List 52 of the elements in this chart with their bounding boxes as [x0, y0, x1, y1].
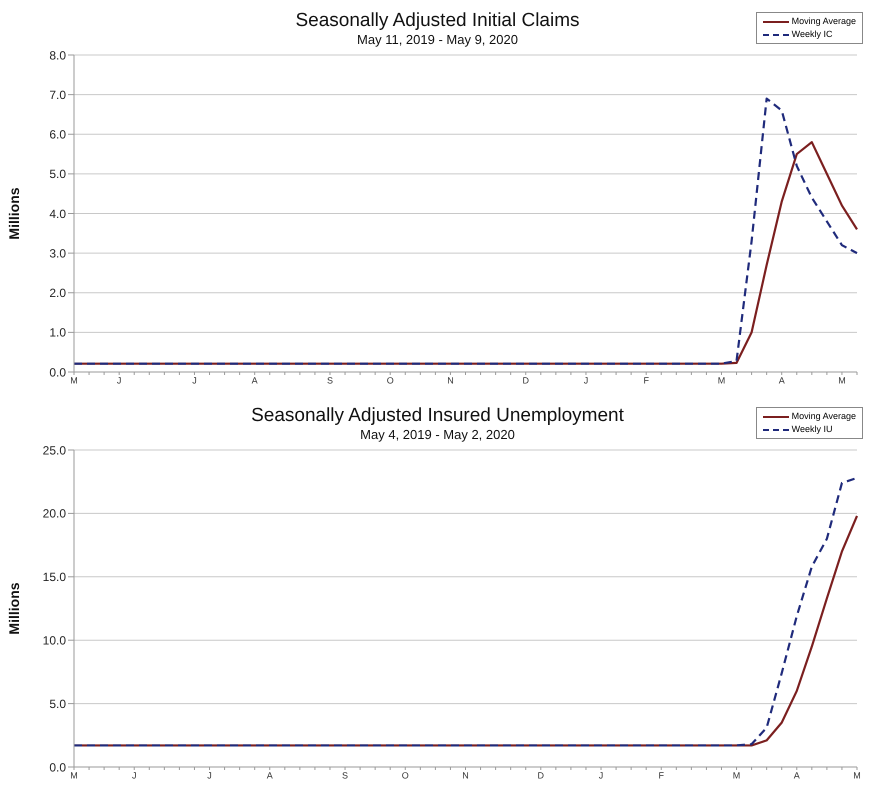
- x-tick-label: D: [538, 770, 545, 780]
- x-tick-label: M: [718, 375, 726, 386]
- chart-subtitle: May 11, 2019 - May 9, 2020: [357, 32, 518, 47]
- y-tick-label: 25.0: [42, 443, 66, 458]
- line-series: [72, 97, 858, 365]
- x-tick-label: J: [207, 770, 212, 780]
- chart-title: Seasonally Adjusted Insured Unemployment: [251, 405, 624, 426]
- x-tick-label: N: [462, 770, 469, 780]
- x-tick-label: J: [598, 770, 604, 780]
- legend-label: Moving Average: [792, 15, 856, 28]
- legend-label: Weekly IU: [792, 423, 832, 436]
- x-tick-label: M: [732, 770, 740, 780]
- y-tick-label: 15.0: [42, 570, 66, 584]
- legend-label: Moving Average: [792, 410, 856, 423]
- x-tick-label: J: [192, 375, 197, 386]
- x-tick-label: S: [326, 375, 333, 386]
- chart-subtitle: May 4, 2019 - May 2, 2020: [360, 427, 515, 442]
- y-tick-label: 1.0: [49, 326, 66, 340]
- x-tick-label: J: [116, 375, 122, 386]
- x-tick-label: A: [252, 375, 258, 386]
- x-tick-label: M: [838, 375, 846, 386]
- x-tick-label: N: [447, 375, 454, 386]
- x-tick-label: A: [794, 770, 800, 780]
- y-tick-label: 20.0: [42, 506, 66, 521]
- x-tick-label: A: [266, 770, 273, 780]
- y-tick-label: 6.0: [49, 128, 66, 142]
- x-tick-label: D: [522, 375, 530, 386]
- y-tick-label: 10.0: [42, 633, 66, 648]
- x-tick-label: F: [658, 770, 664, 780]
- x-tick-label: M: [70, 770, 78, 780]
- y-tick-label: 8.0: [49, 48, 66, 62]
- x-tick-label: S: [342, 770, 348, 780]
- y-tick-label: 5.0: [49, 696, 66, 711]
- x-tick-label: O: [402, 770, 409, 780]
- y-tick-label: 0.0: [49, 365, 66, 380]
- x-tick-label: M: [853, 770, 861, 780]
- x-tick-label: F: [643, 375, 650, 386]
- y-tick-label: 5.0: [49, 167, 66, 182]
- y-tick-label: 3.0: [49, 246, 66, 260]
- x-tick-label: J: [584, 375, 588, 386]
- x-tick-label: M: [70, 375, 78, 386]
- y-tick-label: 4.0: [49, 206, 66, 221]
- y-tick-label: 0.0: [49, 760, 66, 774]
- chart-title: Seasonally Adjusted Initial Claims: [295, 10, 580, 31]
- y-axis-title: Millions: [6, 582, 22, 635]
- y-axis-title: Millions: [6, 187, 22, 240]
- x-tick-label: O: [386, 375, 394, 386]
- y-tick-label: 7.0: [49, 88, 66, 102]
- y-tick-label: 2.0: [49, 286, 66, 300]
- x-tick-label: J: [132, 770, 136, 780]
- x-tick-label: A: [778, 375, 785, 386]
- legend-label: Weekly IC: [792, 28, 832, 41]
